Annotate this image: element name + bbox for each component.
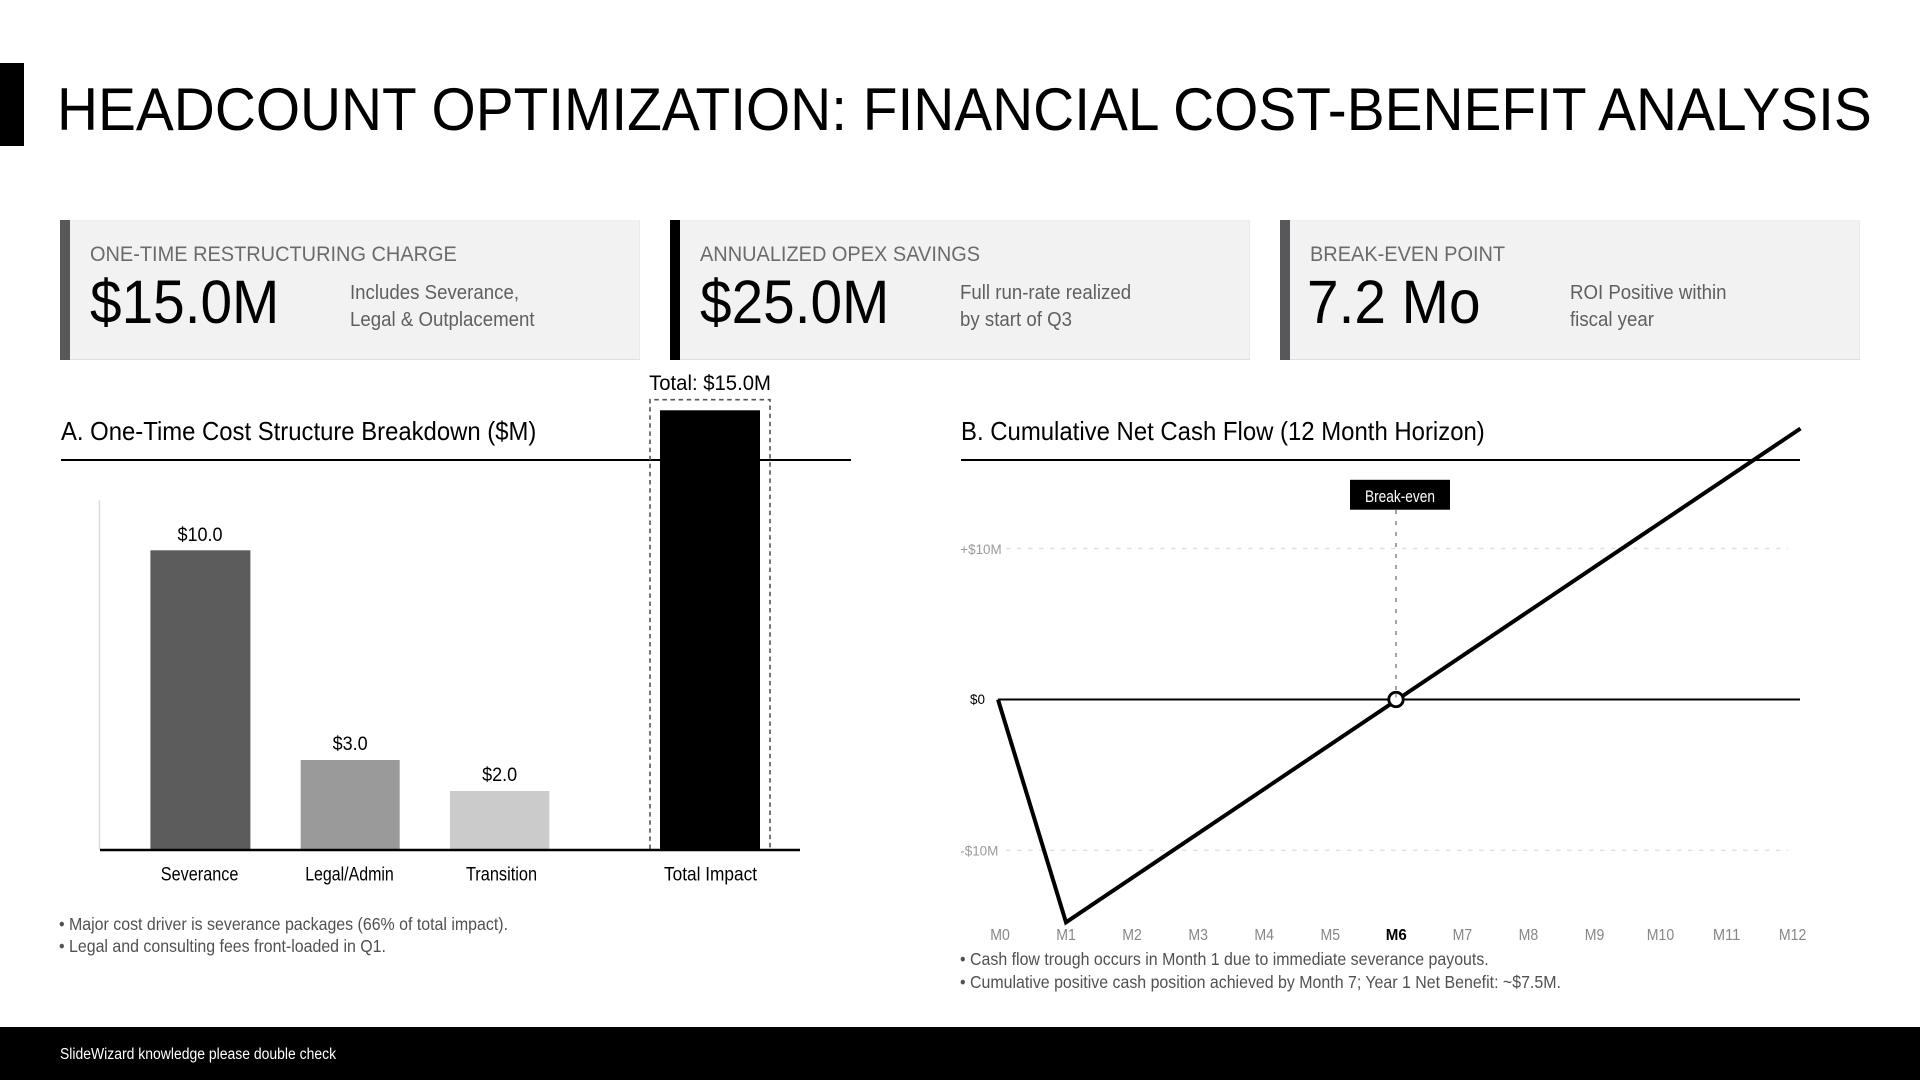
svg-text:Legal/Admin: Legal/Admin [305,864,394,885]
svg-text:M11: M11 [1713,927,1740,944]
svg-text:M12: M12 [1779,927,1806,944]
svg-text:Severance: Severance [161,864,239,885]
svg-text:M2: M2 [1122,927,1142,944]
svg-text:Total Impact: Total Impact [664,864,758,885]
svg-text:+$10M: +$10M [960,542,1001,557]
svg-text:M6: M6 [1386,927,1407,944]
svg-text:$3.0: $3.0 [333,733,368,755]
svg-text:M3: M3 [1188,927,1208,944]
svg-text:M10: M10 [1647,927,1674,944]
svg-text:M8: M8 [1519,927,1539,944]
svg-text:M9: M9 [1585,927,1605,944]
svg-text:Total: $15.0M: Total: $15.0M [649,372,771,395]
svg-text:M4: M4 [1254,927,1274,944]
svg-text:M0: M0 [990,927,1010,944]
svg-text:Break-even: Break-even [1365,488,1435,506]
svg-text:$2.0: $2.0 [482,764,517,786]
svg-text:-$10M: -$10M [960,843,998,858]
svg-text:Transition: Transition [466,864,537,885]
svg-text:M7: M7 [1453,927,1473,944]
svg-text:M5: M5 [1321,927,1341,944]
svg-text:M1: M1 [1056,927,1076,944]
svg-text:$10.0: $10.0 [178,524,223,546]
svg-text:$0: $0 [970,692,985,707]
